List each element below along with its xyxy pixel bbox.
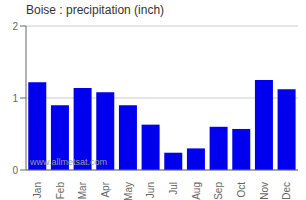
- html-text:Boise : precipitation (inch): Boise : precipitation (inch): [26, 3, 165, 17]
- svg-text:Sep: Sep: [213, 182, 224, 200]
- svg-text:Aug: Aug: [191, 182, 202, 200]
- svg-text:0: 0: [12, 165, 18, 176]
- svg-text:Jan: Jan: [32, 182, 43, 198]
- svg-text:Oct: Oct: [236, 182, 247, 198]
- svg-text:Dec: Dec: [281, 182, 292, 200]
- html-text:www.allmetsat.com: www.allmetsat.com: [30, 157, 107, 167]
- svg-text:Feb: Feb: [55, 182, 66, 200]
- svg-text:May: May: [123, 182, 134, 200]
- svg-text:1: 1: [12, 93, 18, 104]
- svg-text:Jul: Jul: [168, 182, 179, 195]
- svg-text:2: 2: [12, 21, 18, 32]
- svg-text:Apr: Apr: [100, 181, 111, 197]
- svg-text:Mar: Mar: [77, 181, 88, 199]
- svg-text:Nov: Nov: [259, 182, 270, 200]
- svg-text:Jun: Jun: [145, 182, 156, 198]
